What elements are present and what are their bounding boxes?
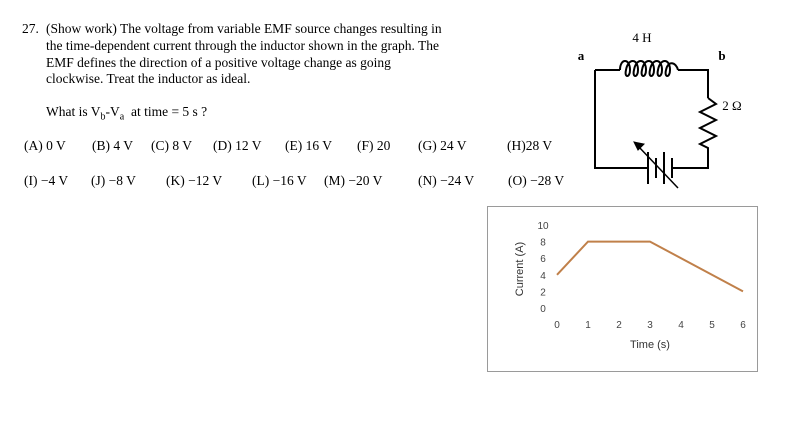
variable-arrow-icon	[637, 145, 679, 189]
x-axis-label: Time (s)	[630, 339, 670, 351]
choice-g[interactable]: (G) 24 V	[418, 138, 467, 153]
question-line-4: clockwise. Treat the inductor as ideal.	[46, 71, 251, 86]
question-line-2: the time-dependent current through the i…	[46, 38, 440, 53]
circuit-diagram: 4 H a b 2 Ω	[578, 30, 742, 189]
ask-prefix: What is V	[46, 104, 101, 119]
node-b-label: b	[718, 48, 725, 63]
question-line-1: (Show work) The voltage from variable EM…	[46, 21, 442, 36]
x-tick-label: 0	[554, 320, 560, 331]
node-a-label: a	[578, 48, 585, 63]
y-tick-label: 8	[540, 238, 546, 249]
ask-sub-b: b	[100, 111, 106, 123]
resistor-zigzag-icon	[684, 97, 719, 169]
question-number: 27.	[22, 21, 39, 36]
question-ask: What is Vb-Va at time = 5 s ?	[46, 104, 207, 125]
x-tick-label: 4	[678, 320, 684, 331]
choice-j[interactable]: (J) −8 V	[91, 173, 136, 188]
ask-suffix: at time = 5 s ?	[124, 104, 208, 119]
chart-svg: 0 2 4 6 8 10 0 1 2 3 4 5 6 Time (s) Current (A)	[514, 221, 746, 351]
x-tick-label: 6	[740, 320, 746, 331]
choice-b[interactable]: (B) 4 V	[92, 138, 134, 153]
y-tick-label: 10	[537, 221, 549, 232]
x-tick-label: 1	[585, 320, 591, 331]
ask-mid: -V	[105, 104, 120, 119]
y-tick-label: 0	[540, 304, 546, 315]
ask-sub-a: a	[119, 111, 125, 123]
choice-d[interactable]: (D) 12 V	[213, 138, 262, 153]
y-tick-label: 4	[540, 271, 546, 282]
arrow-head-icon	[633, 141, 646, 151]
inductor-coil-icon	[619, 60, 679, 77]
choice-i[interactable]: (I) −4 V	[24, 173, 69, 188]
choice-e[interactable]: (E) 16 V	[285, 138, 332, 153]
choice-f[interactable]: (F) 20	[357, 138, 391, 153]
choice-n[interactable]: (N) −24 V	[418, 173, 475, 188]
wire-top-right	[678, 69, 709, 98]
inductor-label: 4 H	[632, 30, 651, 45]
y-axis-label: Current (A)	[514, 242, 526, 296]
question-line-3: EMF defines the direction of a positive …	[46, 55, 391, 70]
choice-a[interactable]: (A) 0 V	[24, 138, 66, 153]
choice-l[interactable]: (L) −16 V	[252, 173, 307, 188]
choice-m[interactable]: (M) −20 V	[324, 173, 383, 188]
x-tick-label: 2	[616, 320, 622, 331]
choice-c[interactable]: (C) 8 V	[151, 138, 193, 153]
wire-bottom-left	[594, 70, 640, 169]
y-tick-label: 6	[540, 254, 546, 265]
current-time-chart: 0 2 4 6 8 10 0 1 2 3 4 5 6 Time (s) Current (A)	[487, 206, 758, 372]
current-series-line	[556, 240, 744, 293]
x-tick-label: 5	[709, 320, 715, 331]
y-tick-label: 2	[540, 287, 546, 298]
choice-h[interactable]: (H)28 V	[507, 138, 553, 153]
choice-o[interactable]: (O) −28 V	[508, 173, 565, 188]
choice-k[interactable]: (K) −12 V	[166, 173, 223, 188]
resistor-label: 2 Ω	[722, 98, 741, 113]
x-tick-label: 3	[647, 320, 653, 331]
